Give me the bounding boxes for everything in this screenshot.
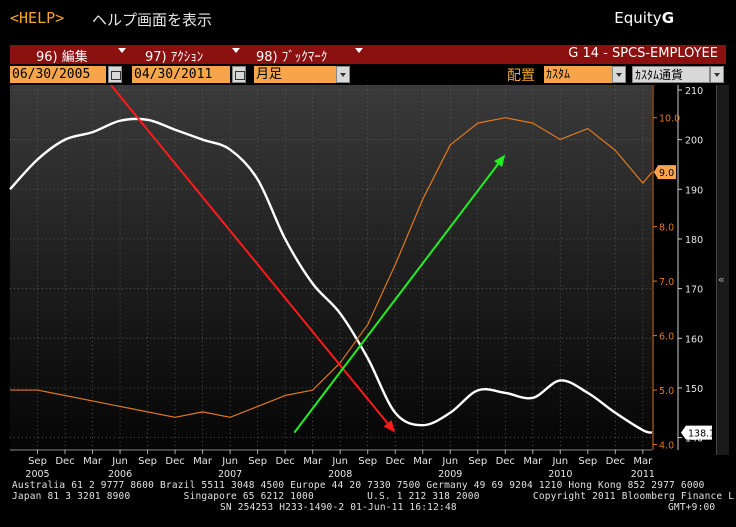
right-axis-tick-label: 190 [685, 185, 703, 196]
x-tick-label: Jun [221, 456, 238, 467]
left-axis-tick-label: 4.0 [659, 441, 674, 452]
left-axis-tick-label: 10.0 [659, 114, 680, 125]
layout-select[interactable]: ｶｽﾀﾑ [544, 66, 626, 83]
right-axis-tick-label: 180 [685, 235, 703, 246]
x-axis-area [0, 450, 716, 495]
x-tick-label: Jun [441, 456, 458, 467]
x-tick-label: Dec [275, 456, 294, 467]
chart-grid [10, 85, 652, 450]
footer-timezone: GMT+9:00 [668, 502, 716, 513]
arrow-shaft [293, 163, 499, 434]
right-axis-tick-label: 200 [685, 136, 703, 147]
start-date-calendar-icon[interactable] [108, 66, 122, 83]
down-arrow [110, 85, 396, 433]
equity-label: Equity [614, 9, 662, 27]
end-date-field[interactable]: 04/30/2011 [132, 66, 230, 83]
chart: Sep Dec Mar Jun Sep Dec Mar Jun Sep Dec Mar Jun Sep D… [0, 85, 716, 495]
left-axis-tick-label: 7.0 [659, 277, 674, 288]
layout-label: 配置 [507, 68, 535, 84]
footer-line-1: Australia 61 2 9777 8600 Brazil 5511 304… [12, 480, 705, 491]
actions-menu-chevron-icon[interactable] [232, 48, 240, 53]
right-axis-tick-label: 210 [685, 86, 703, 97]
x-tick-label: Dec [165, 456, 184, 467]
last-value-white-bg [681, 425, 712, 440]
last-value-labels: 138.16 9.0 [654, 165, 716, 440]
left-axis-tick-label: 6.0 [659, 332, 674, 343]
x-year-label: 2011 [631, 469, 655, 480]
bookmarks-menu-chevron-icon[interactable] [355, 48, 363, 53]
control-bar: 06/30/2005 04/30/2011 月足 配置 ｶｽﾀﾑ ｶｽﾀﾑ通貨 [10, 65, 726, 85]
x-tick-label: Mar [633, 456, 653, 467]
x-tick-label: Sep [248, 456, 267, 467]
x-tick-label: Sep [138, 456, 157, 467]
chart-title: G 14 - SPCS-EMPLOYEE [568, 46, 718, 61]
period-chevron-down-icon[interactable] [336, 66, 350, 83]
chevron-left-icon[interactable]: « [718, 273, 725, 286]
x-tick-label: Sep [28, 456, 47, 467]
left-axis-tick-label: 5.0 [659, 386, 674, 397]
market-sector-label: EquityG [614, 9, 674, 27]
edit-menu[interactable]: 96) 編集 [36, 50, 88, 65]
start-date-field[interactable]: 06/30/2005 [10, 66, 106, 83]
x-tick-label: Jun [331, 456, 348, 467]
x-year-label: 2007 [218, 469, 242, 480]
left-axis-tick-label: 8.0 [659, 223, 674, 234]
x-tick-label: Dec [606, 456, 625, 467]
series-orange-line [10, 117, 653, 418]
x-tick-label: Mar [523, 456, 543, 467]
x-tick-label: Dec [55, 456, 74, 467]
right-axis-tick-label: 170 [685, 285, 703, 296]
last-value-label-white: 138.16 [681, 425, 716, 440]
arrow-head [383, 420, 396, 433]
right-axis-tick-label: 160 [685, 334, 703, 345]
footer-line-3: SN 254253 H233-1490-2 01-Jun-11 16:12:48 [220, 502, 457, 513]
x-year-label: 2009 [438, 469, 462, 480]
x-year-label: 2005 [25, 469, 49, 480]
last-value-orange-bg [654, 165, 676, 180]
footer-line-2: Japan 81 3 3201 8900 Singapore 65 6212 1… [12, 491, 736, 502]
bookmarks-menu[interactable]: 98) ﾌﾞｯｸﾏｰｸ [256, 50, 328, 65]
x-tick-label: Jun [551, 456, 568, 467]
right-axis-tick-label: 150 [685, 384, 703, 395]
currency-chevron-down-icon[interactable] [710, 66, 724, 83]
help-description: ヘルプ画面を表示 [92, 11, 213, 29]
x-tick-label: Mar [303, 456, 323, 467]
custom-currency-button[interactable]: ｶｽﾀﾑ通貨 [632, 66, 710, 83]
side-panel-handle[interactable]: « [716, 85, 729, 455]
last-value-white-text: 138.16 [688, 429, 716, 440]
series-layer [9, 117, 653, 434]
x-tick-label: Sep [468, 456, 487, 467]
x-tick-label: Mar [193, 456, 213, 467]
x-tick-label: Mar [83, 456, 103, 467]
x-tick-label: Sep [578, 456, 597, 467]
annotations [110, 85, 506, 434]
period-select[interactable]: 月足 [254, 66, 336, 83]
menu-bar: 96) 編集 97) ｱｸｼｮﾝ 98) ﾌﾞｯｸﾏｰｸ G 14 - SPCS… [10, 45, 726, 65]
actions-menu[interactable]: 97) ｱｸｼｮﾝ [145, 50, 204, 65]
last-value-label-orange: 9.0 [654, 165, 676, 180]
up-arrow [293, 154, 506, 434]
chart-background [0, 85, 716, 495]
x-tick-label: Dec [496, 456, 515, 467]
x-year-label: 2006 [108, 469, 132, 480]
x-tick-label: Mar [413, 456, 433, 467]
arrow-shaft [110, 85, 389, 424]
top-bar: <HELP> ヘルプ画面を表示 EquityG [0, 0, 736, 42]
last-value-orange-text: 9.0 [659, 168, 674, 179]
x-tick-label: Dec [386, 456, 405, 467]
x-tick-label: Sep [358, 456, 377, 467]
axis-area [652, 85, 716, 450]
edit-menu-chevron-icon[interactable] [118, 48, 126, 53]
x-tick-label: Jun [111, 456, 128, 467]
end-date-calendar-icon[interactable] [232, 66, 246, 83]
help-link[interactable]: <HELP> [10, 9, 65, 27]
x-year-label: 2008 [328, 469, 352, 480]
series-white-line [9, 117, 653, 434]
x-year-label: 2010 [548, 469, 572, 480]
x-axis: Sep Dec Mar Jun Sep Dec Mar Jun Sep Dec Mar Jun Sep D… [10, 449, 655, 480]
equity-key: G [661, 9, 674, 27]
arrow-head [494, 154, 506, 168]
layout-chevron-down-icon[interactable] [612, 66, 626, 83]
